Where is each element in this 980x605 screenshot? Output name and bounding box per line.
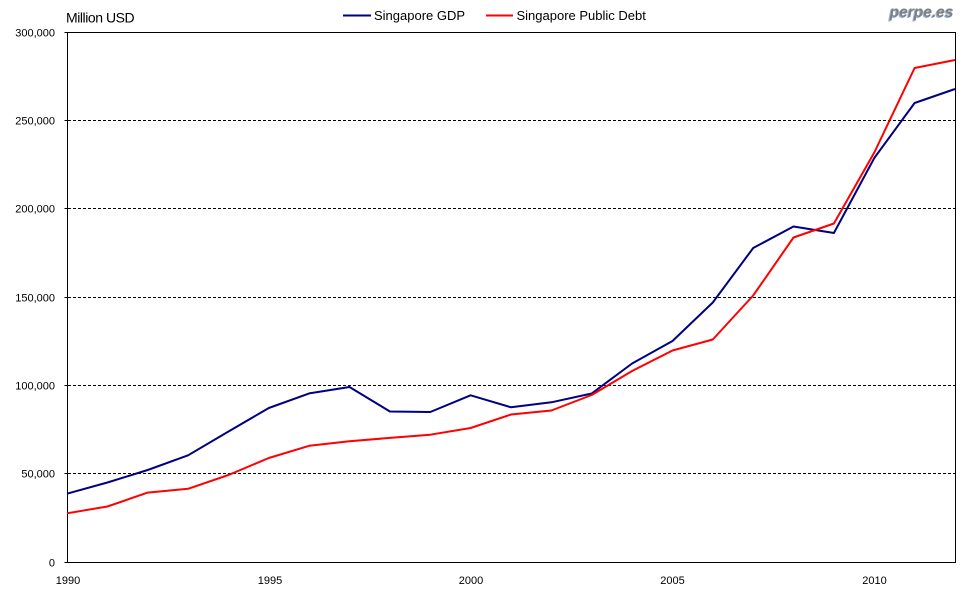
svg-text:50,000: 50,000 bbox=[21, 469, 55, 481]
svg-text:Singapore GDP: Singapore GDP bbox=[374, 8, 465, 23]
svg-text:perpe.es: perpe.es bbox=[888, 5, 953, 22]
svg-text:Singapore Public Debt: Singapore Public Debt bbox=[517, 8, 647, 23]
svg-text:0: 0 bbox=[49, 558, 55, 570]
svg-text:1990: 1990 bbox=[56, 575, 80, 587]
svg-text:perpe.es: perpe.es bbox=[889, 4, 954, 21]
svg-text:2005: 2005 bbox=[660, 575, 684, 587]
svg-text:150,000: 150,000 bbox=[15, 293, 55, 305]
svg-text:2000: 2000 bbox=[459, 575, 483, 587]
svg-text:1995: 1995 bbox=[258, 575, 282, 587]
svg-text:200,000: 200,000 bbox=[15, 204, 55, 216]
svg-text:2010: 2010 bbox=[862, 575, 886, 587]
svg-text:300,000: 300,000 bbox=[15, 28, 55, 40]
svg-text:Million USD: Million USD bbox=[66, 9, 135, 25]
svg-text:100,000: 100,000 bbox=[15, 381, 55, 393]
svg-text:250,000: 250,000 bbox=[15, 116, 55, 128]
